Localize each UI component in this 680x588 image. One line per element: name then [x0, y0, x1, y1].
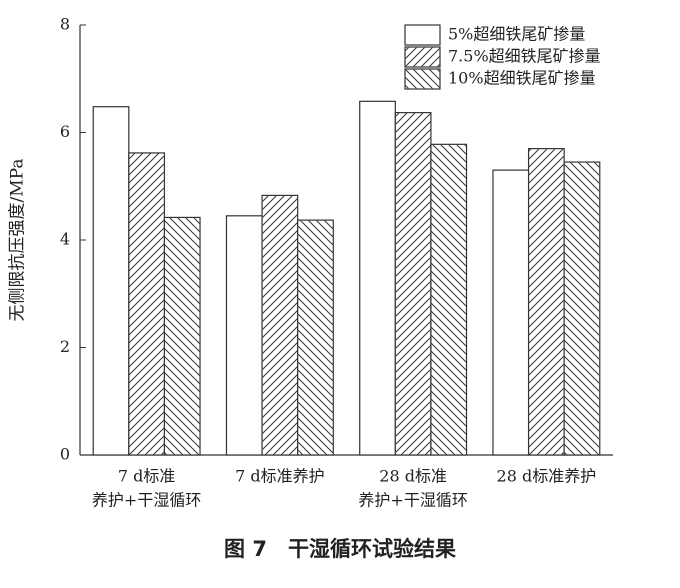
x-tick-label: 7 d标准养护 — [235, 467, 325, 486]
legend-hatch — [405, 47, 440, 67]
bar — [492, 169, 530, 456]
bar — [92, 106, 130, 456]
x-tick-label: 7 d标准 — [118, 467, 176, 486]
bar-hatch — [165, 218, 200, 455]
legend-label: 10%超细铁尾矿掺量 — [448, 69, 596, 88]
x-tick-label: 养护+干湿循环 — [358, 491, 467, 510]
legend-swatch — [404, 24, 441, 46]
bar-hatch — [262, 195, 298, 455]
legend-label: 5%超细铁尾矿掺量 — [448, 25, 585, 44]
bar-hatch — [129, 153, 164, 455]
y-tick-label: 8 — [60, 15, 70, 34]
y-axis-label: 无侧限抗压强度/MPa — [8, 159, 28, 322]
legend-hatch — [405, 69, 440, 89]
bar-hatch — [529, 149, 564, 455]
bar-hatch — [395, 113, 431, 455]
x-tick-label: 28 d标准 — [379, 467, 447, 486]
bar-hatch — [298, 220, 333, 455]
bar-hatch — [431, 144, 466, 455]
chart-title: 图 7 干湿循环试验结果 — [224, 537, 456, 561]
y-tick-label: 6 — [60, 122, 70, 141]
x-tick-label: 28 d标准养护 — [497, 467, 597, 486]
x-tick-label: 养护+干湿循环 — [92, 491, 201, 510]
y-tick-label: 2 — [60, 337, 70, 356]
legend-label: 7.5%超细铁尾矿掺量 — [448, 47, 601, 66]
y-tick-label: 0 — [60, 445, 70, 464]
bar — [225, 215, 263, 456]
y-tick-label: 4 — [60, 230, 70, 249]
bar-hatch — [564, 162, 600, 455]
bar — [359, 100, 396, 456]
